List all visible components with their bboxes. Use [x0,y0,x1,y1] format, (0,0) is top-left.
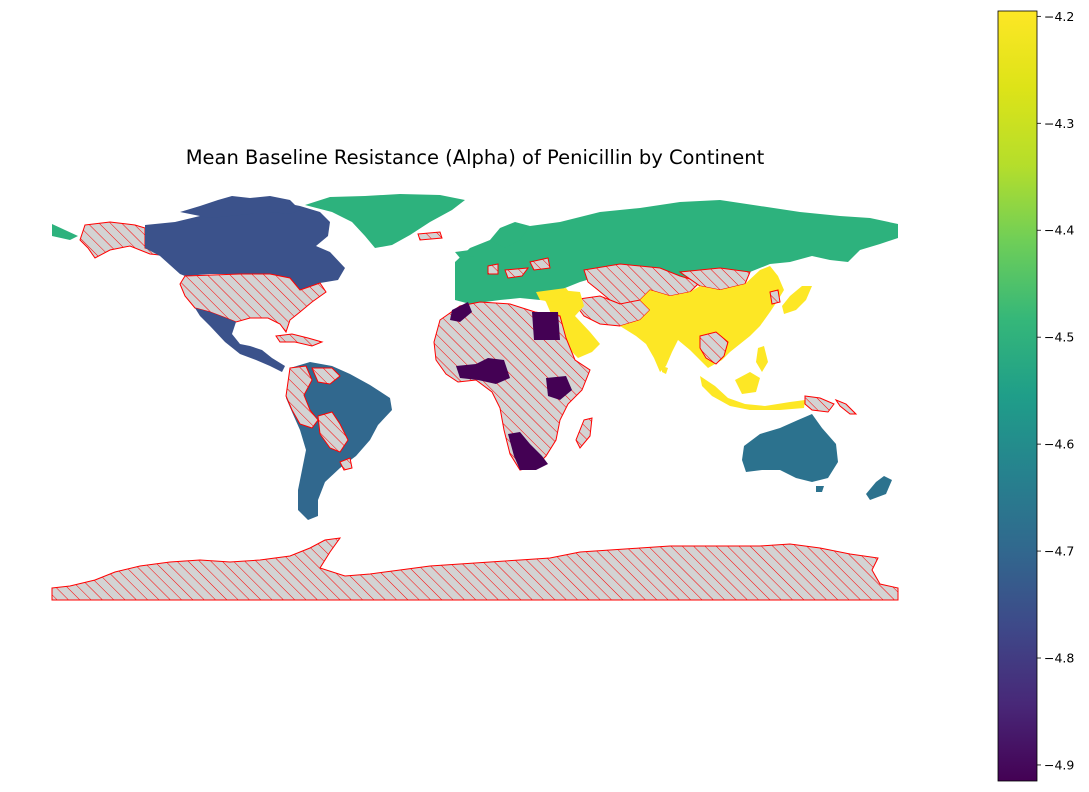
region-sri-lanka [662,366,668,374]
region-west-africa [456,358,510,384]
region-canada [145,200,345,290]
region-europe-russia [455,200,898,304]
region-scandinavia [490,222,530,248]
region-antarctica [51,537,899,601]
region-japan [782,286,812,314]
region-new-zealand [866,476,892,500]
region-greenland [305,194,465,248]
region-egypt [532,312,560,340]
region-ethiopia [546,376,572,400]
region-europe-nodata-1 [504,267,530,279]
region-se-asia-nodata [699,331,729,365]
region-mexico [195,308,285,372]
colorbar-tick-label: −4.9 [1044,757,1074,772]
region-andes-nodata [285,365,319,429]
region-europe-nodata-3 [487,263,499,275]
region-venezuela-nodata [311,367,341,385]
region-southern-africa [508,432,548,470]
colorbar-ticks: −4.2 −4.3 −4.4 −4.5 −4.6 −4.7 −4.8 −4.9 [1037,9,1074,772]
region-borneo [735,372,760,394]
region-australia [742,414,838,482]
region-tasmania [816,486,824,492]
region-pacific-nodata [834,398,858,415]
colorbar-tick-label: −4.6 [1044,437,1074,452]
region-korea-nodata [769,289,781,305]
region-alaska [79,221,161,259]
colorbar-gradient [997,10,1038,782]
region-morocco [450,302,472,322]
region-turkey [536,288,572,302]
region-madagascar-nodata [575,417,593,449]
colorbar-tick-label: −4.7 [1044,544,1074,559]
map-title: Mean Baseline Resistance (Alpha) of Peni… [185,146,765,169]
colorbar-tick-label: −4.8 [1044,651,1074,666]
region-china-india [620,266,784,372]
region-europe-nodata-2 [529,257,551,271]
region-svalbard-nodata [417,231,443,241]
colorbar-tick-label: −4.4 [1044,223,1074,238]
region-uruguay-nodata [339,457,353,471]
region-asia-main [540,290,600,358]
region-indonesia [700,376,805,410]
region-caribbean [275,333,324,347]
region-chukotka-left [52,224,78,240]
region-canada-islands [180,196,300,218]
colorbar-tick-label: −4.5 [1044,330,1074,345]
colorbar-tick-label: −4.3 [1044,116,1074,131]
region-papua-nodata [804,395,835,413]
region-iceland [455,250,474,258]
region-philippines [756,346,768,372]
colorbar-tick-label: −4.2 [1044,9,1074,24]
region-bolivia-nodata [317,411,349,453]
